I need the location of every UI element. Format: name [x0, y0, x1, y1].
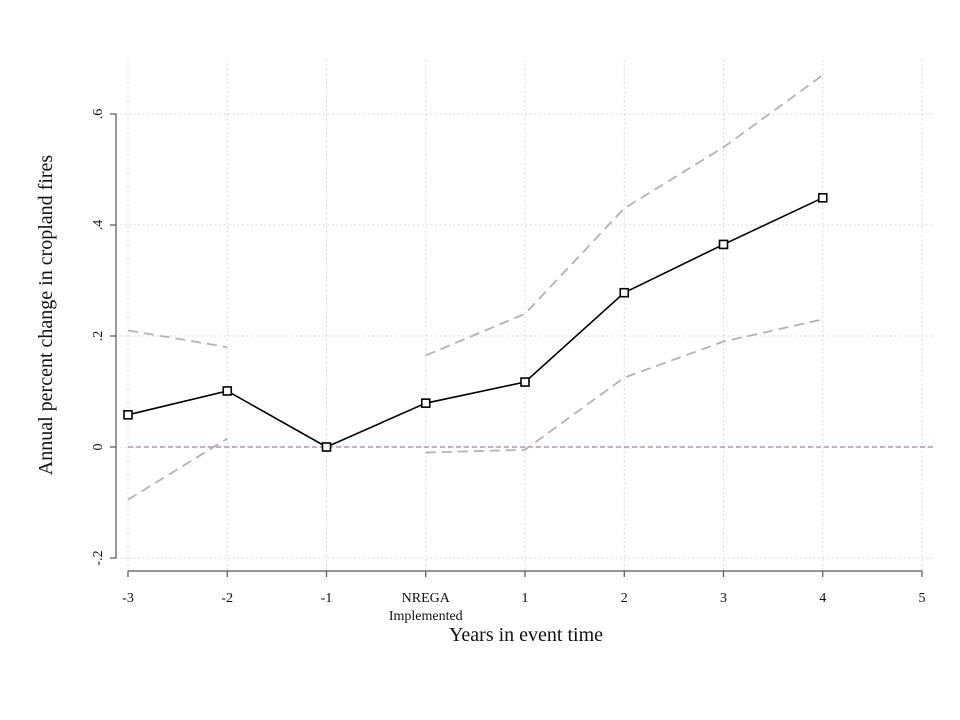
y-tick-label-2: .2 [91, 331, 106, 342]
estimate-point-7 [817, 193, 828, 203]
x-tick-label-8: 5 [919, 591, 926, 606]
x-tick-label-4: 1 [522, 591, 529, 606]
x-tick-label-2: -1 [321, 591, 333, 606]
estimate-point-0 [123, 410, 133, 420]
y-tick-label-3: .4 [91, 220, 106, 231]
x-tick-label-6: 3 [720, 591, 727, 606]
estimate-layer [123, 193, 828, 452]
ci-upper-segment-0 [127, 329, 228, 348]
ci-lower-segment-0 [127, 437, 228, 501]
x-tick-label-3: NREGA [402, 591, 451, 606]
estimate-point-4 [520, 377, 530, 387]
x-tick-label-5: 2 [621, 591, 628, 606]
ci-upper-segment-1 [425, 74, 824, 357]
x-axis-title: Years in event time [449, 624, 603, 646]
estimate-line [127, 197, 824, 448]
axes-layer [110, 113, 923, 577]
y-tick-label-4: .6 [91, 109, 106, 120]
estimate-point-6 [718, 239, 729, 250]
ci-lower-segment-1 [425, 318, 823, 454]
grid-layer [116, 60, 935, 571]
estimate-point-2 [321, 442, 332, 452]
estimate-point-3 [420, 398, 431, 408]
y-tick-label-0: -.2 [91, 550, 106, 565]
x-tick-sublabel-3: Implemented [389, 609, 463, 624]
x-tick-label-7: 4 [819, 591, 826, 606]
estimate-point-1 [222, 386, 233, 396]
x-tick-label-0: -3 [122, 591, 134, 606]
x-tick-label-1: -2 [221, 591, 233, 606]
estimate-point-5 [619, 287, 630, 298]
y-axis-title: Annual percent change in cropland fires [35, 155, 57, 476]
y-tick-label-1: 0 [91, 444, 106, 451]
confidence-interval-layer [127, 74, 824, 501]
tick-label-layer: -.2 0 .2 .4 .6 -3 -2 -1 NREGA Implemented 1 2 3 4 5 [91, 109, 926, 624]
